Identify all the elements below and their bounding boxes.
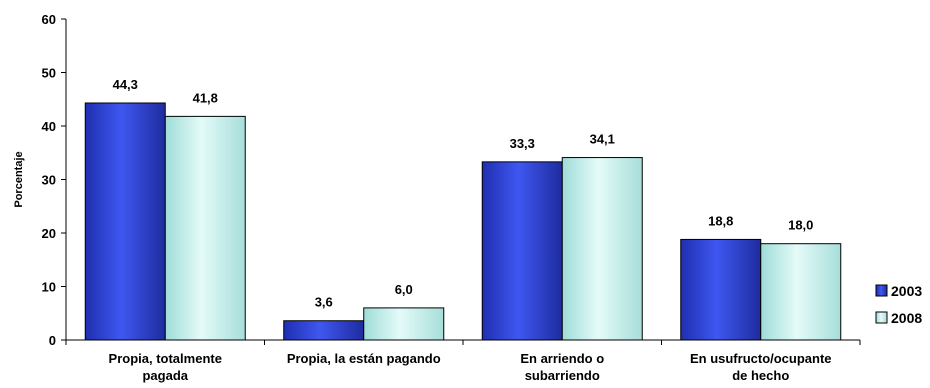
- legend-swatch-2008: [875, 311, 888, 324]
- data-label: 34,1: [590, 132, 615, 147]
- legend-label-2003: 2003: [891, 283, 922, 299]
- data-label: 6,0: [395, 282, 413, 297]
- x-category-label: En arriendo o: [520, 351, 604, 366]
- bar-2003-1: [283, 320, 365, 341]
- x-category-label: Propia, totalmente: [109, 351, 222, 366]
- bar-2008-2: [561, 157, 643, 341]
- legend: 2003 2008: [875, 283, 922, 326]
- y-tick-label: 30: [42, 173, 56, 188]
- legend-swatch-2003: [875, 284, 888, 297]
- data-label: 44,3: [113, 77, 138, 92]
- x-category-label: subarriendo: [525, 368, 600, 383]
- bars: [84, 102, 842, 341]
- bar-2003-3: [680, 238, 762, 341]
- y-tick-label: 10: [42, 280, 56, 295]
- y-tick-label: 0: [49, 333, 56, 348]
- legend-label-2008: 2008: [891, 310, 922, 326]
- x-category-label: Propia, la están pagando: [287, 351, 441, 366]
- x-category-label: de hecho: [732, 368, 789, 383]
- bar-2003-2: [481, 161, 563, 341]
- x-category-label: pagada: [142, 368, 188, 383]
- y-tick-label: 20: [42, 226, 56, 241]
- data-label: 33,3: [510, 136, 535, 151]
- y-axis-label: Porcentaje: [13, 151, 25, 207]
- bar-2008-0: [164, 115, 246, 341]
- data-labels: 44,3 41,8 3,6 6,0 33,3 34,1 18,8 18,0: [113, 77, 814, 310]
- data-label: 18,0: [788, 218, 813, 233]
- data-label: 41,8: [193, 90, 218, 105]
- axes: 0 10 20 30 40 50 60 Porcentaje Propia, totalment…: [13, 12, 861, 383]
- y-tick-label: 60: [42, 12, 56, 27]
- data-label: 3,6: [315, 295, 333, 310]
- y-tick-label: 40: [42, 119, 56, 134]
- bar-2003-0: [84, 102, 166, 341]
- bar-2008-1: [363, 307, 445, 341]
- y-tick-label: 50: [42, 66, 56, 81]
- bar-2008-3: [760, 243, 842, 341]
- x-category-label: En usufructo/ocupante: [690, 351, 832, 366]
- data-label: 18,8: [708, 213, 733, 228]
